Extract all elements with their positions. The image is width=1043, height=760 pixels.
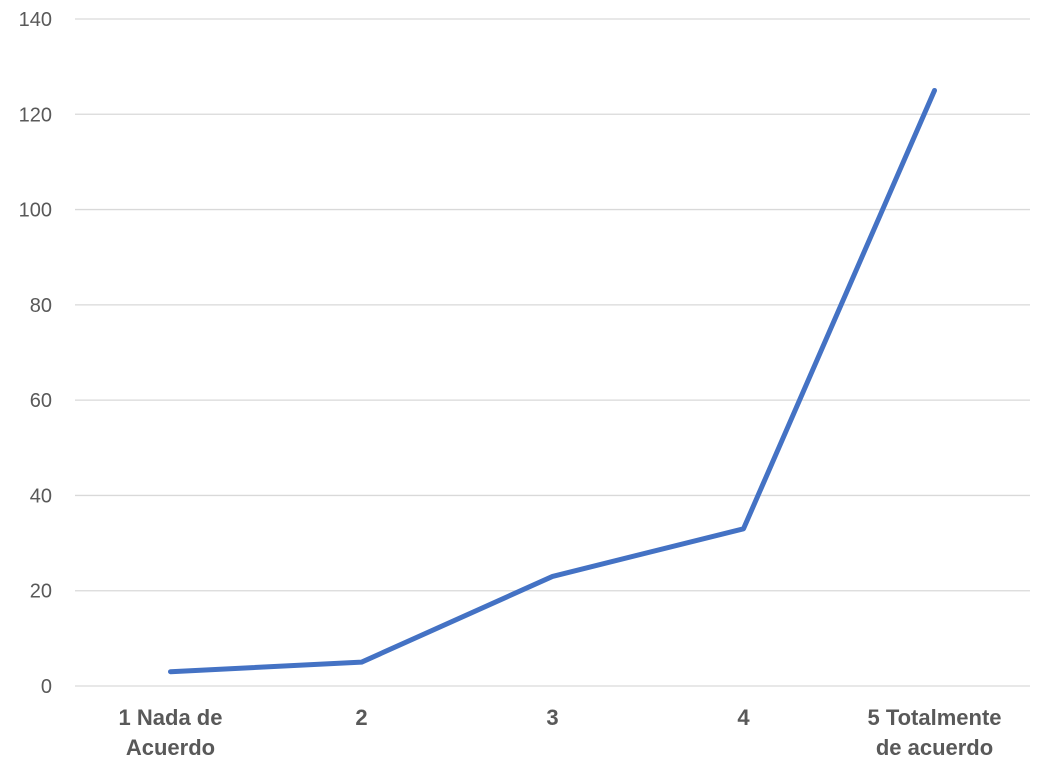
x-tick-label-line: 2 — [355, 705, 367, 730]
series-line-0 — [168, 87, 937, 675]
x-tick-label-line: de acuerdo — [876, 735, 993, 760]
y-tick-label: 0 — [41, 676, 52, 698]
x-axis-tick-labels: 1 Nada de Acuerdo 2 3 4 5 Totalmente de acuerd… — [119, 705, 1002, 760]
x-tick-label-line: 3 — [546, 705, 558, 730]
x-tick-label-line: 5 Totalmente — [867, 705, 1001, 730]
x-tick-label: 3 — [546, 705, 558, 730]
x-tick-label: 5 Totalmente de acuerdo — [867, 705, 1001, 760]
y-tick-label: 140 — [19, 9, 52, 31]
y-tick-label: 60 — [30, 390, 52, 412]
y-tick-label: 40 — [30, 485, 52, 507]
x-tick-label-line: 4 — [737, 705, 750, 730]
x-tick-label-line: Acuerdo — [126, 735, 215, 760]
y-tick-label: 80 — [30, 295, 52, 317]
x-tick-label: 1 Nada de Acuerdo — [119, 705, 223, 760]
x-tick-label-line: 1 Nada de — [119, 705, 223, 730]
x-tick-label: 2 — [355, 705, 367, 730]
gridlines — [75, 18, 1030, 687]
series-layer — [168, 87, 937, 675]
y-axis-tick-labels: 0 20 40 60 80 100 120 140 — [19, 9, 52, 698]
y-tick-label: 100 — [19, 200, 52, 222]
y-tick-label: 20 — [30, 581, 52, 603]
x-tick-label: 4 — [737, 705, 750, 730]
y-tick-label: 120 — [19, 104, 52, 126]
